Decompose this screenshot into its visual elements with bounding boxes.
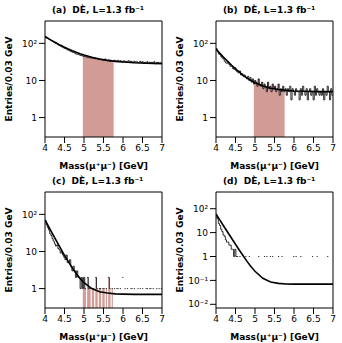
html-text:DÈ, L=1.3 fb⁻¹: DÈ, L=1.3 fb⁻¹ — [243, 5, 316, 15]
html-text:DÈ, L=1.3 fb⁻¹: DÈ, L=1.3 fb⁻¹ — [72, 5, 144, 15]
svg-text:4: 4 — [213, 143, 219, 153]
html-text:(a): (a) — [52, 5, 67, 15]
svg-text:1: 1 — [202, 113, 208, 123]
svg-text:Mass(μ⁺μ⁻) [GeV]: Mass(μ⁺μ⁻) [GeV] — [59, 161, 148, 171]
svg-text:10²: 10² — [22, 210, 37, 220]
svg-text:6.5: 6.5 — [135, 143, 149, 153]
svg-text:10: 10 — [26, 247, 38, 257]
svg-text:Entries/0.03 GeV: Entries/0.03 GeV — [8, 37, 14, 122]
svg-text:5: 5 — [252, 143, 258, 153]
svg-text:10²: 10² — [22, 39, 37, 49]
svg-text:6.5: 6.5 — [135, 314, 149, 324]
svg-text:5: 5 — [81, 314, 87, 324]
svg-text:7: 7 — [159, 143, 165, 153]
svg-text:10⁻²: 10⁻² — [188, 299, 208, 309]
html-text:(c): (c) — [52, 176, 66, 186]
svg-text:Entries/0.03 GeV: Entries/0.03 GeV — [175, 208, 185, 293]
svg-text:4: 4 — [42, 314, 48, 324]
svg-text:10²: 10² — [193, 204, 208, 214]
html-text:(d): (d) — [223, 176, 238, 186]
svg-text:7: 7 — [330, 143, 334, 153]
svg-text:7: 7 — [330, 314, 334, 324]
svg-text:10: 10 — [197, 228, 209, 238]
svg-text:4: 4 — [42, 143, 48, 153]
svg-text:6: 6 — [291, 143, 297, 153]
svg-text:10: 10 — [26, 76, 38, 86]
svg-text:4.5: 4.5 — [57, 314, 71, 324]
html-text:DÈ, L=1.3 fb⁻¹: DÈ, L=1.3 fb⁻¹ — [243, 176, 316, 186]
svg-text:1: 1 — [31, 284, 37, 294]
svg-text:5.5: 5.5 — [96, 314, 110, 324]
svg-text:7: 7 — [159, 314, 165, 324]
svg-text:10: 10 — [197, 76, 209, 86]
svg-text:6.5: 6.5 — [306, 314, 320, 324]
svg-text:Entries/0.03 GeV: Entries/0.03 GeV — [8, 208, 14, 293]
svg-text:1: 1 — [31, 113, 37, 123]
svg-text:6: 6 — [120, 314, 126, 324]
svg-text:5.5: 5.5 — [267, 143, 281, 153]
svg-text:4: 4 — [213, 314, 219, 324]
svg-text:5: 5 — [252, 314, 258, 324]
svg-text:6: 6 — [291, 314, 297, 324]
svg-text:5.5: 5.5 — [96, 143, 110, 153]
svg-text:Entries/0.03 GeV: Entries/0.03 GeV — [175, 37, 185, 122]
svg-text:5.5: 5.5 — [267, 314, 281, 324]
svg-text:4.5: 4.5 — [57, 143, 71, 153]
svg-text:6.5: 6.5 — [306, 143, 320, 153]
svg-text:10²: 10² — [193, 39, 208, 49]
svg-text:Mass(μ⁺μ⁻) [GeV]: Mass(μ⁺μ⁻) [GeV] — [230, 332, 319, 342]
html-text:(b): (b) — [223, 5, 238, 15]
svg-text:1: 1 — [202, 252, 208, 262]
svg-text:6: 6 — [120, 143, 126, 153]
svg-text:Mass(μ⁺μ⁻) [GeV]: Mass(μ⁺μ⁻) [GeV] — [59, 332, 148, 342]
svg-text:Mass(μ⁺μ⁻) [GeV]: Mass(μ⁺μ⁻) [GeV] — [230, 161, 319, 171]
svg-text:10⁻¹: 10⁻¹ — [188, 276, 208, 286]
svg-text:5: 5 — [81, 143, 87, 153]
svg-text:4.5: 4.5 — [228, 314, 242, 324]
svg-text:4.5: 4.5 — [228, 143, 242, 153]
html-text:DÈ, L=1.3 fb⁻¹: DÈ, L=1.3 fb⁻¹ — [71, 176, 144, 186]
